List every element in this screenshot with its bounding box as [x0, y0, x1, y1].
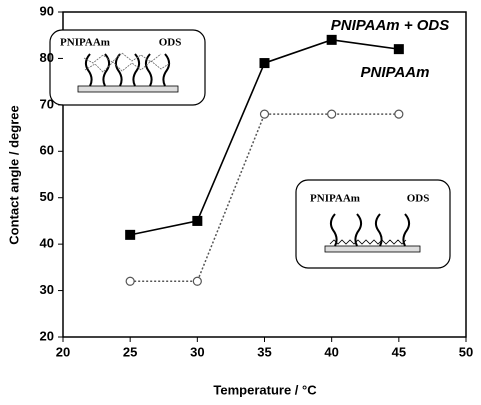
x-tick-label: 20 [56, 344, 70, 359]
data-point [126, 277, 134, 285]
data-point [327, 35, 337, 45]
inset-label: ODS [159, 37, 182, 49]
x-tick-label: 45 [392, 344, 406, 359]
data-point [328, 110, 336, 118]
data-point [125, 230, 135, 240]
x-tick-label: 25 [123, 344, 137, 359]
x-tick-label: 40 [324, 344, 338, 359]
x-tick-label: 30 [190, 344, 204, 359]
inset-1: PNIPAAm ODS [50, 30, 205, 105]
inset-label: PNIPAAm [310, 193, 360, 205]
x-tick-label: 50 [459, 344, 473, 359]
data-point [192, 216, 202, 226]
data-point [395, 110, 403, 118]
inset-2: PNIPAAm ODS [296, 180, 450, 268]
data-point [260, 58, 270, 68]
data-point [261, 110, 269, 118]
data-point [394, 44, 404, 54]
x-axis-label: Temperature / °C [213, 382, 317, 397]
y-tick-label: 60 [40, 143, 54, 158]
y-axis-label: Contact angle / degree [6, 105, 21, 244]
y-tick-label: 30 [40, 282, 54, 297]
y-tick-label: 50 [40, 189, 54, 204]
chart: Temperature / °C Contact angle / degree … [0, 0, 481, 405]
inset-label: ODS [407, 193, 430, 205]
y-tick-label: 80 [40, 50, 54, 65]
series-label: PNIPAAm + ODS [331, 17, 450, 34]
series-label: PNIPAAm [361, 64, 430, 81]
y-tick-label: 40 [40, 236, 54, 251]
y-tick-label: 20 [40, 328, 54, 343]
x-tick-label: 35 [257, 344, 271, 359]
y-tick-label: 70 [40, 96, 54, 111]
inset-label: PNIPAAm [60, 37, 110, 49]
y-tick-label: 90 [40, 3, 54, 18]
data-point [193, 277, 201, 285]
